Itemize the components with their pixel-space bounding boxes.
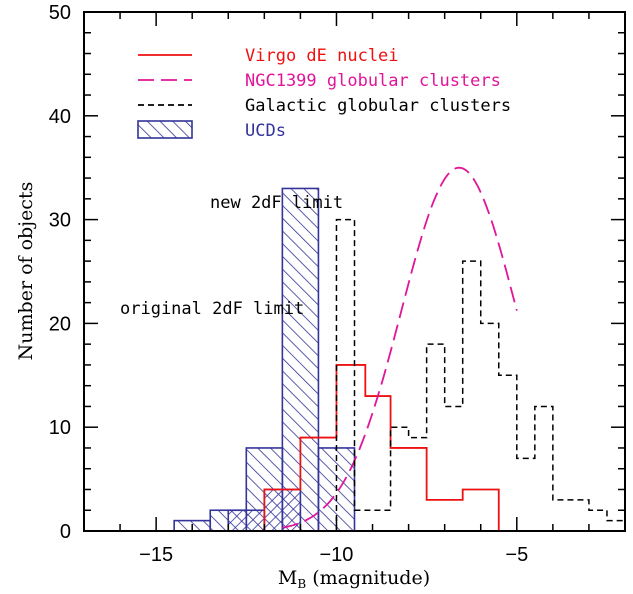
legend-label: Galactic globular clusters — [245, 96, 511, 116]
ucd-bars-layer — [173, 187, 356, 532]
annotation-label: new 2dF limit — [210, 193, 343, 213]
annotations: new 2dF limit original 2dF limit — [120, 193, 343, 319]
series-layer — [263, 166, 626, 532]
x-tick-label: −5 — [505, 544, 528, 566]
legend-swatch-ucds — [137, 120, 193, 139]
annotation-label: original 2dF limit — [120, 299, 304, 319]
legend: Virgo dE nuclei NGC1399 globular clusters… — [137, 46, 511, 141]
x-tick-label: −10 — [319, 544, 353, 566]
y-tick-label: 50 — [49, 2, 71, 24]
ngc1399-gc-curve — [282, 166, 518, 529]
axis-ticks: −15 −10 −5 0 10 20 30 40 50 — [49, 2, 626, 566]
x-tick-label: −15 — [139, 544, 173, 566]
ucd-overlap-bar-0 — [227, 509, 266, 532]
y-tick-label: 10 — [49, 417, 71, 439]
x-axis-label: MB (magnitude) — [278, 567, 430, 591]
legend-label: UCDs — [245, 121, 286, 141]
virgo-nuclei-histogram — [263, 364, 517, 532]
plot-frame — [83, 11, 626, 532]
y-tick-label: 40 — [49, 106, 71, 128]
y-tick-label: 30 — [49, 210, 71, 232]
y-tick-label: 0 — [60, 521, 71, 543]
legend-label: NGC1399 globular clusters — [245, 71, 501, 91]
y-tick-label: 20 — [49, 313, 71, 335]
y-axis-label: Number of objects — [15, 182, 37, 361]
legend-label: Virgo dE nuclei — [245, 46, 399, 66]
galactic-gc-histogram — [335, 218, 626, 531]
